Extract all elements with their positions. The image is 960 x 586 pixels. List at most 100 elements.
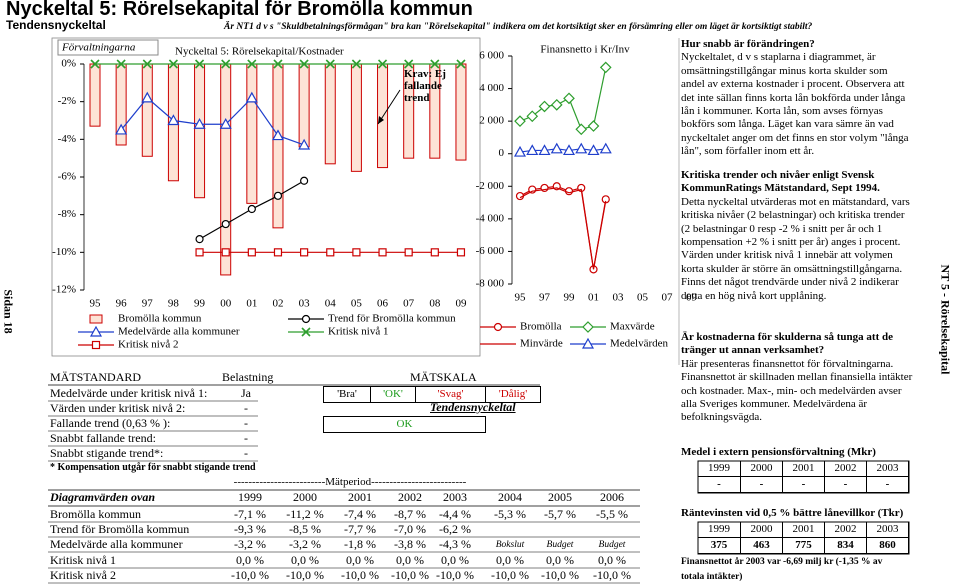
legend-label: Kritisk nivå 2 bbox=[118, 339, 179, 351]
cell-value: -10,0 % bbox=[391, 568, 429, 582]
table-title: Räntevinsten vid 0,5 % bättre lånevillko… bbox=[681, 507, 904, 519]
scale-cell: 'OK' bbox=[370, 386, 416, 403]
column-header: 2000 bbox=[293, 490, 317, 504]
page-number: Sidan 18 bbox=[1, 289, 16, 334]
marker bbox=[430, 59, 440, 69]
legend-label: Trend för Bromölla kommun bbox=[328, 313, 456, 325]
column-header: 2004 bbox=[498, 490, 522, 504]
marker bbox=[299, 59, 309, 69]
marker bbox=[599, 61, 612, 74]
marker bbox=[300, 176, 309, 185]
cell-value: -5,3 % bbox=[494, 507, 526, 521]
y-tick-label: 0 bbox=[499, 147, 505, 159]
chart-title: Nyckeltal 5: Rörelsekapital/Kostnader bbox=[175, 46, 344, 58]
cell-value: 0,0 % bbox=[441, 553, 469, 567]
x-tick-label: 09 bbox=[455, 298, 467, 310]
scale-cell: 'Bra' bbox=[323, 386, 371, 403]
marker bbox=[247, 204, 256, 214]
marker bbox=[562, 144, 576, 156]
marker bbox=[575, 142, 588, 154]
cell-value: -11,2 % bbox=[286, 507, 324, 521]
cell-value: Budget bbox=[546, 540, 574, 550]
x-tick-label: 99 bbox=[194, 298, 206, 310]
line bbox=[519, 185, 607, 270]
cell-value: - bbox=[867, 477, 909, 493]
paragraph: Nyckeltalet, d v s staplarna i diagramme… bbox=[681, 51, 909, 158]
x-tick-label: 97 bbox=[142, 298, 154, 310]
marker bbox=[430, 248, 439, 257]
bar bbox=[455, 63, 467, 161]
marker bbox=[141, 91, 154, 103]
marker bbox=[247, 59, 257, 69]
cell-value: 0,0 % bbox=[546, 553, 574, 567]
cell-value: Bokslut bbox=[495, 540, 525, 550]
x-tick-label: 05 bbox=[351, 298, 363, 310]
marker bbox=[298, 138, 311, 150]
table-header: Diagramvärden ovan bbox=[50, 490, 155, 504]
x-tick-label: 03 bbox=[299, 298, 311, 310]
cell-value: -3,8 % bbox=[394, 537, 426, 551]
y-tick-label: 4 000 bbox=[479, 82, 504, 94]
legend-label: Bromölla bbox=[520, 321, 562, 333]
row-value: - bbox=[244, 431, 248, 445]
legend-label: Maxvärde bbox=[610, 321, 655, 333]
x-tick-label: 00 bbox=[220, 298, 232, 310]
cell-value: -9,3 % bbox=[234, 522, 266, 536]
cell-value: 2002 bbox=[825, 461, 867, 477]
chart-frame bbox=[51, 37, 481, 357]
marker bbox=[194, 59, 205, 69]
cell-value: 860 bbox=[867, 538, 909, 554]
text-block: Är kostnaderna för skulderna så tunga at… bbox=[681, 331, 913, 425]
table-header: MÄTSTANDARD bbox=[50, 370, 142, 384]
row-label: Snabbt fallande trend: bbox=[50, 431, 156, 445]
marker bbox=[538, 100, 551, 113]
row-label: Värden under kritisk nivå 2: bbox=[50, 401, 186, 415]
scale-cell: 'Dålig' bbox=[485, 386, 541, 403]
x-tick-label: 95 bbox=[90, 298, 102, 310]
marker bbox=[526, 144, 539, 156]
cell-value: 2003 bbox=[867, 461, 909, 477]
cell-value: -10,0 % bbox=[341, 568, 379, 582]
cell-value: 2000 bbox=[741, 522, 783, 538]
cell-value: 2003 bbox=[867, 522, 909, 538]
legend-swatch bbox=[89, 314, 103, 324]
marker bbox=[599, 142, 612, 154]
y-tick-label: -10% bbox=[52, 246, 76, 258]
marker bbox=[326, 248, 335, 257]
cell-value: 0,0 % bbox=[346, 553, 374, 567]
legend-marker bbox=[301, 314, 311, 324]
x-tick-label: 07 bbox=[662, 292, 674, 304]
marker bbox=[168, 59, 178, 69]
x-tick-label: 05 bbox=[637, 292, 649, 304]
text-block: Hur snabb är förändringen? Nyckeltalet, d… bbox=[681, 38, 913, 159]
cell-value: -6,2 % bbox=[439, 522, 471, 536]
marker bbox=[273, 59, 283, 69]
cell-value: -4,4 % bbox=[439, 507, 471, 521]
marker bbox=[273, 248, 283, 257]
cell-value: -7,1 % bbox=[234, 507, 266, 521]
box-label-frame bbox=[57, 39, 159, 56]
cell-value: -8,7 % bbox=[394, 507, 426, 521]
legend-label: Bromölla kommun bbox=[118, 313, 202, 325]
bar bbox=[377, 63, 389, 169]
table-title: Medel i extern pensionsförvaltning (Mkr) bbox=[681, 446, 876, 458]
column-header: 1999 bbox=[238, 490, 262, 504]
cell-value: -3,2 % bbox=[289, 537, 321, 551]
x-tick-label: 06 bbox=[377, 298, 389, 310]
paragraph: Här presenteras finansnettot för förvalt… bbox=[681, 357, 913, 424]
section-label: NT 5 - Rörelsekapital bbox=[938, 264, 953, 375]
cell-value: -10,0 % bbox=[491, 568, 529, 582]
row-label: Fallande trend (0,63 % ): bbox=[50, 416, 171, 430]
cell-value: 2000 bbox=[741, 461, 783, 477]
row-value: - bbox=[244, 401, 248, 415]
marker bbox=[221, 59, 231, 69]
cell-value: 834 bbox=[825, 538, 867, 554]
column-header: 2003 bbox=[443, 490, 467, 504]
bar bbox=[324, 63, 336, 165]
bar bbox=[141, 63, 153, 157]
cell-value: -10,0 % bbox=[231, 568, 269, 582]
x-tick-label: 02 bbox=[272, 298, 283, 310]
marker bbox=[526, 110, 539, 123]
